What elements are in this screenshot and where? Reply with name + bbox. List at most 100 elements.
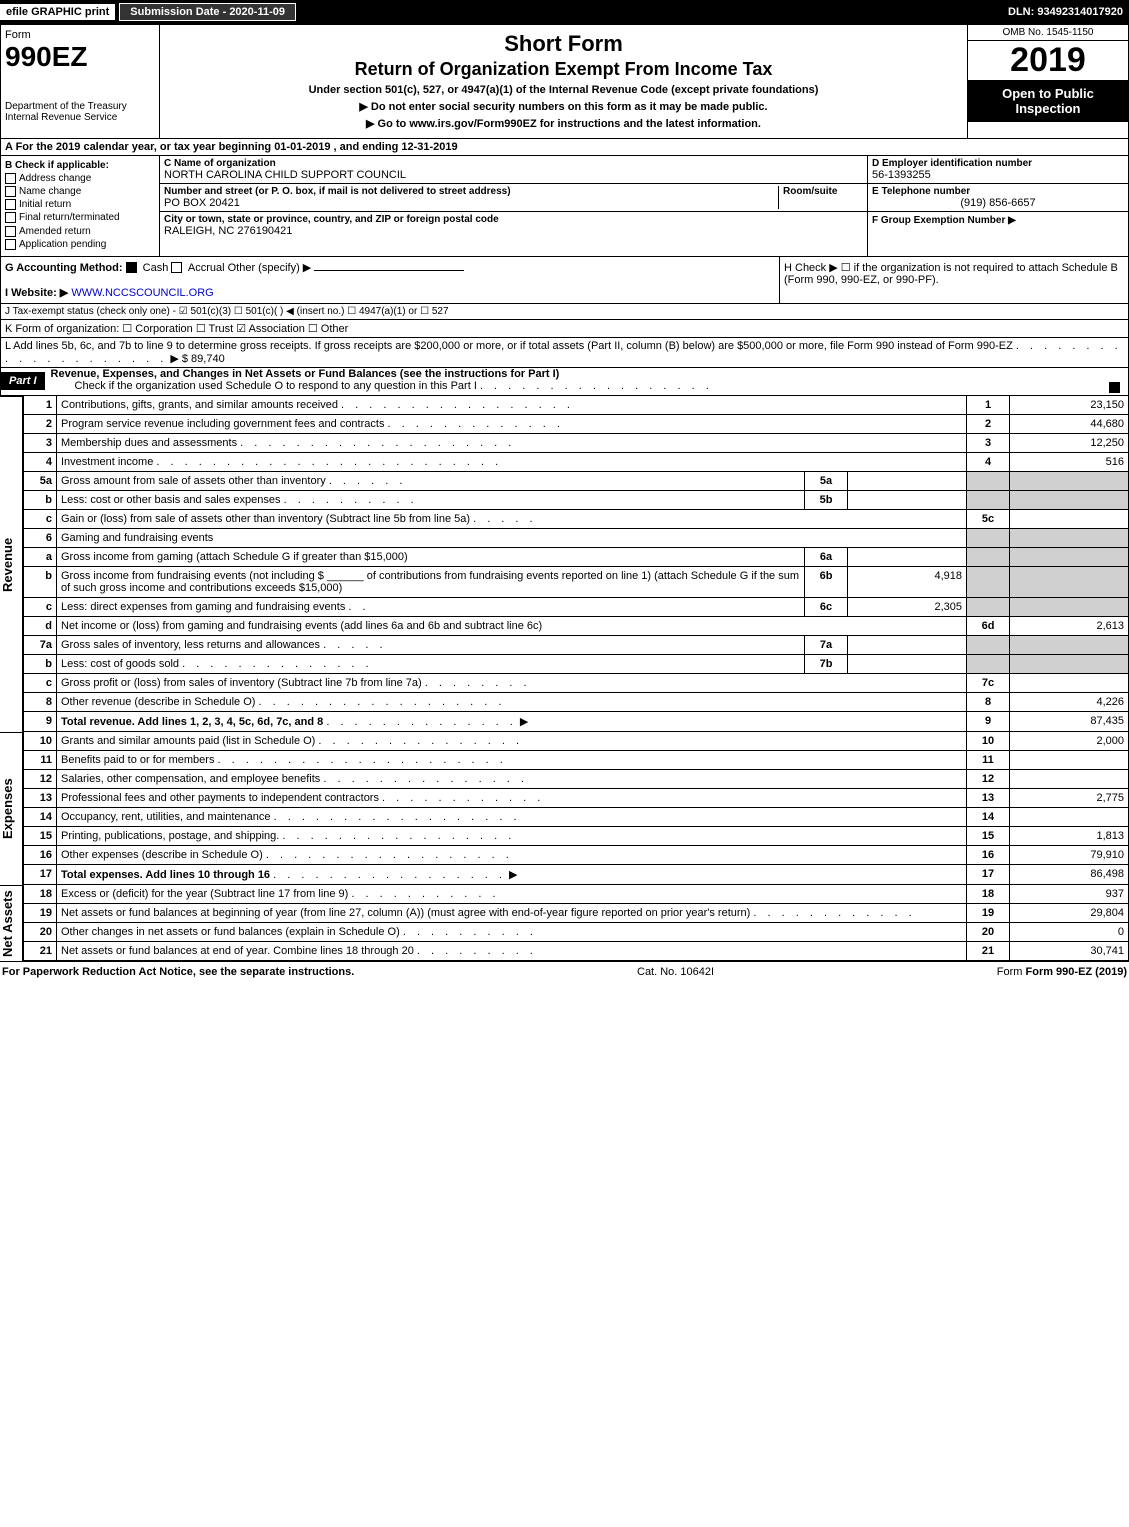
line-17: 17Total expenses. Add lines 10 through 1…: [24, 864, 1129, 884]
chk-cash[interactable]: [126, 262, 137, 273]
tel-value: (919) 856-6657: [872, 197, 1124, 209]
omb-number: OMB No. 1545-1150: [968, 25, 1128, 41]
b-title: B Check if applicable:: [5, 160, 155, 171]
chk-amended-return[interactable]: Amended return: [5, 226, 155, 237]
revenue-side-label: Revenue: [0, 396, 23, 732]
c-name-label: C Name of organization: [164, 158, 863, 169]
line-j: J Tax-exempt status (check only one) - ☑…: [0, 304, 1129, 320]
footer-right: Form Form 990-EZ (2019): [997, 966, 1127, 978]
org-name-block: C Name of organization NORTH CAROLINA CH…: [160, 156, 867, 184]
line-7a: 7aGross sales of inventory, less returns…: [24, 635, 1129, 654]
tel-label: E Telephone number: [872, 186, 1124, 197]
grp-label: F Group Exemption Number ▶: [872, 215, 1016, 226]
row-bcdef: B Check if applicable: Address change Na…: [0, 156, 1129, 257]
col-h: H Check ▶ ☐ if the organization is not r…: [780, 257, 1128, 303]
tel-block: E Telephone number (919) 856-6657: [868, 184, 1128, 212]
addr-label: Number and street (or P. O. box, if mail…: [164, 186, 778, 197]
open-to-public: Open to Public Inspection: [968, 80, 1128, 122]
line-20: 20Other changes in net assets or fund ba…: [24, 922, 1129, 941]
netassets-side-label: Net Assets: [0, 885, 23, 961]
part1-label: Part I: [1, 372, 45, 390]
website-link[interactable]: WWW.NCCSCOUNCIL.ORG: [71, 287, 213, 299]
line-6b: bGross income from fundraising events (n…: [24, 566, 1129, 597]
expenses-table: 10Grants and similar amounts paid (list …: [23, 732, 1129, 885]
org-city: RALEIGH, NC 276190421: [164, 225, 863, 237]
form-word: Form: [5, 29, 155, 41]
line-16: 16Other expenses (describe in Schedule O…: [24, 845, 1129, 864]
section-a: A For the 2019 calendar year, or tax yea…: [0, 139, 1129, 156]
footer-mid: Cat. No. 10642I: [637, 966, 714, 978]
expenses-side-label: Expenses: [0, 732, 23, 885]
line-14: 14Occupancy, rent, utilities, and mainte…: [24, 807, 1129, 826]
line-6a: aGross income from gaming (attach Schedu…: [24, 547, 1129, 566]
line-9: 9Total revenue. Add lines 1, 2, 3, 4, 5c…: [24, 711, 1129, 731]
website-row: I Website: ▶ WWW.NCCSCOUNCIL.ORG: [5, 286, 775, 299]
col-d: D Employer identification number 56-1393…: [868, 156, 1128, 256]
group-exemption: F Group Exemption Number ▶: [868, 212, 1128, 228]
form-number: 990EZ: [5, 41, 155, 73]
chk-name-change[interactable]: Name change: [5, 186, 155, 197]
line-19: 19Net assets or fund balances at beginni…: [24, 903, 1129, 922]
ein-block: D Employer identification number 56-1393…: [868, 156, 1128, 184]
line-13: 13Professional fees and other payments t…: [24, 788, 1129, 807]
chk-address-change[interactable]: Address change: [5, 173, 155, 184]
accounting-method: G Accounting Method: Cash Accrual Other …: [5, 261, 775, 274]
tax-year: 2019: [968, 41, 1128, 80]
expenses-section: Expenses 10Grants and similar amounts pa…: [0, 732, 1129, 885]
org-address: PO BOX 20421: [164, 197, 778, 209]
line-1: 1Contributions, gifts, grants, and simil…: [24, 396, 1129, 415]
addr-block: Number and street (or P. O. box, if mail…: [160, 184, 867, 212]
ein-label: D Employer identification number: [872, 158, 1124, 169]
header-mid: Short Form Return of Organization Exempt…: [160, 25, 968, 138]
footer: For Paperwork Reduction Act Notice, see …: [0, 961, 1129, 982]
netassets-table: 18Excess or (deficit) for the year (Subt…: [23, 885, 1129, 961]
line-4: 4Investment income . . . . . . . . . . .…: [24, 452, 1129, 471]
room-label: Room/suite: [783, 186, 863, 197]
chk-app-pending[interactable]: Application pending: [5, 239, 155, 250]
line-k: K Form of organization: ☐ Corporation ☐ …: [0, 320, 1129, 338]
line-5c: cGain or (loss) from sale of assets othe…: [24, 509, 1129, 528]
col-g: G Accounting Method: Cash Accrual Other …: [1, 257, 780, 303]
ein-value: 56-1393255: [872, 169, 1124, 181]
footer-left: For Paperwork Reduction Act Notice, see …: [2, 966, 354, 978]
donot-note: ▶ Do not enter social security numbers o…: [170, 100, 957, 113]
revenue-table: 1Contributions, gifts, grants, and simil…: [23, 396, 1129, 732]
goto-link[interactable]: ▶ Go to www.irs.gov/Form990EZ for instru…: [170, 117, 957, 130]
short-form-title: Short Form: [170, 31, 957, 57]
line-18: 18Excess or (deficit) for the year (Subt…: [24, 885, 1129, 904]
line-6: 6Gaming and fundraising events: [24, 528, 1129, 547]
chk-final-return[interactable]: Final return/terminated: [5, 212, 155, 223]
line-15: 15Printing, publications, postage, and s…: [24, 826, 1129, 845]
city-block: City or town, state or province, country…: [160, 212, 867, 239]
line-6c: cLess: direct expenses from gaming and f…: [24, 597, 1129, 616]
dln-label: DLN: 93492314017920: [1008, 6, 1129, 18]
revenue-section: Revenue 1Contributions, gifts, grants, a…: [0, 396, 1129, 732]
form-header: Form 990EZ Department of the Treasury In…: [0, 24, 1129, 139]
chk-accrual[interactable]: [171, 262, 182, 273]
line-21: 21Net assets or fund balances at end of …: [24, 941, 1129, 960]
header-right: OMB No. 1545-1150 2019 Open to Public In…: [968, 25, 1128, 138]
return-subtitle: Return of Organization Exempt From Incom…: [170, 59, 957, 80]
line-5a: 5aGross amount from sale of assets other…: [24, 471, 1129, 490]
line-8: 8Other revenue (describe in Schedule O) …: [24, 692, 1129, 711]
top-bar: efile GRAPHIC print Submission Date - 20…: [0, 0, 1129, 24]
line-3: 3Membership dues and assessments . . . .…: [24, 433, 1129, 452]
dept-label: Department of the Treasury: [5, 101, 155, 112]
line-7b: bLess: cost of goods sold . . . . . . . …: [24, 654, 1129, 673]
line-7c: cGross profit or (loss) from sales of in…: [24, 673, 1129, 692]
irs-label: Internal Revenue Service: [5, 112, 155, 123]
chk-initial-return[interactable]: Initial return: [5, 199, 155, 210]
line-5b: bLess: cost or other basis and sales exp…: [24, 490, 1129, 509]
city-label: City or town, state or province, country…: [164, 214, 863, 225]
line-12: 12Salaries, other compensation, and empl…: [24, 769, 1129, 788]
submission-date: Submission Date - 2020-11-09: [119, 3, 296, 21]
org-name: NORTH CAROLINA CHILD SUPPORT COUNCIL: [164, 169, 863, 181]
under-section: Under section 501(c), 527, or 4947(a)(1)…: [170, 84, 957, 96]
part1-header: Part I Revenue, Expenses, and Changes in…: [0, 368, 1129, 396]
chk-schedule-o[interactable]: [1109, 382, 1120, 393]
line-11: 11Benefits paid to or for members . . . …: [24, 750, 1129, 769]
col-b: B Check if applicable: Address change Na…: [1, 156, 160, 256]
efile-label[interactable]: efile GRAPHIC print: [0, 4, 115, 20]
netassets-section: Net Assets 18Excess or (deficit) for the…: [0, 885, 1129, 961]
line-6d: dNet income or (loss) from gaming and fu…: [24, 616, 1129, 635]
